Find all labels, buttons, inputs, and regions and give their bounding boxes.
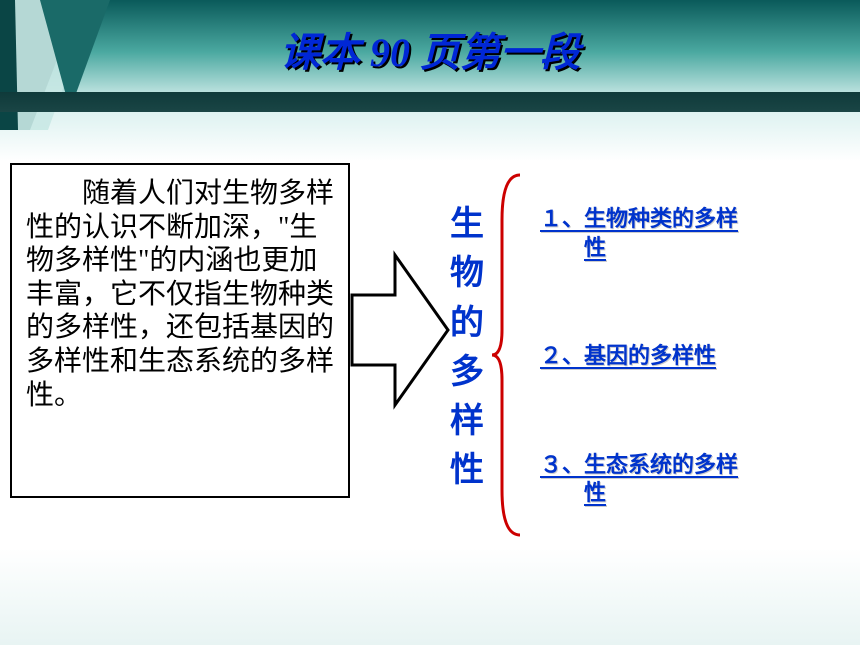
vchar: 的 xyxy=(450,299,484,348)
list-item-3-line2: 性 xyxy=(540,479,830,508)
list: １、生物种类的多样 性 ２、基因的多样性 ３、生态系统的多样 性 xyxy=(540,205,830,508)
vertical-label: 生 物 的 多 样 性 xyxy=(448,200,486,496)
list-item-2: ２、基因的多样性 xyxy=(540,342,830,371)
header-bar xyxy=(0,92,860,112)
list-item-1-line1: １、生物种类的多样 xyxy=(540,206,738,231)
vchar: 多 xyxy=(450,348,484,397)
vchar: 样 xyxy=(450,397,484,446)
list-item-1-line2: 性 xyxy=(540,234,830,263)
slide-title: 课本 90 页第一段 xyxy=(280,20,580,78)
vchar: 物 xyxy=(450,249,484,298)
main-textbox: 随着人们对生物多样性的认识不断加深，"生物多样性"的内涵也更加丰富，它不仅指生物… xyxy=(10,163,350,498)
list-item-3: ３、生态系统的多样 性 xyxy=(540,451,830,508)
slide: 课本 90 页第一段 随着人们对生物多样性的认识不断加深，"生物多样性"的内涵也… xyxy=(0,0,860,645)
vchar: 性 xyxy=(450,446,484,495)
vchar: 生 xyxy=(450,200,484,249)
arrow-icon xyxy=(350,250,450,410)
list-item-1: １、生物种类的多样 性 xyxy=(540,205,830,262)
list-item-3-line1: ３、生态系统的多样 xyxy=(540,452,738,477)
brace-icon xyxy=(490,170,530,540)
